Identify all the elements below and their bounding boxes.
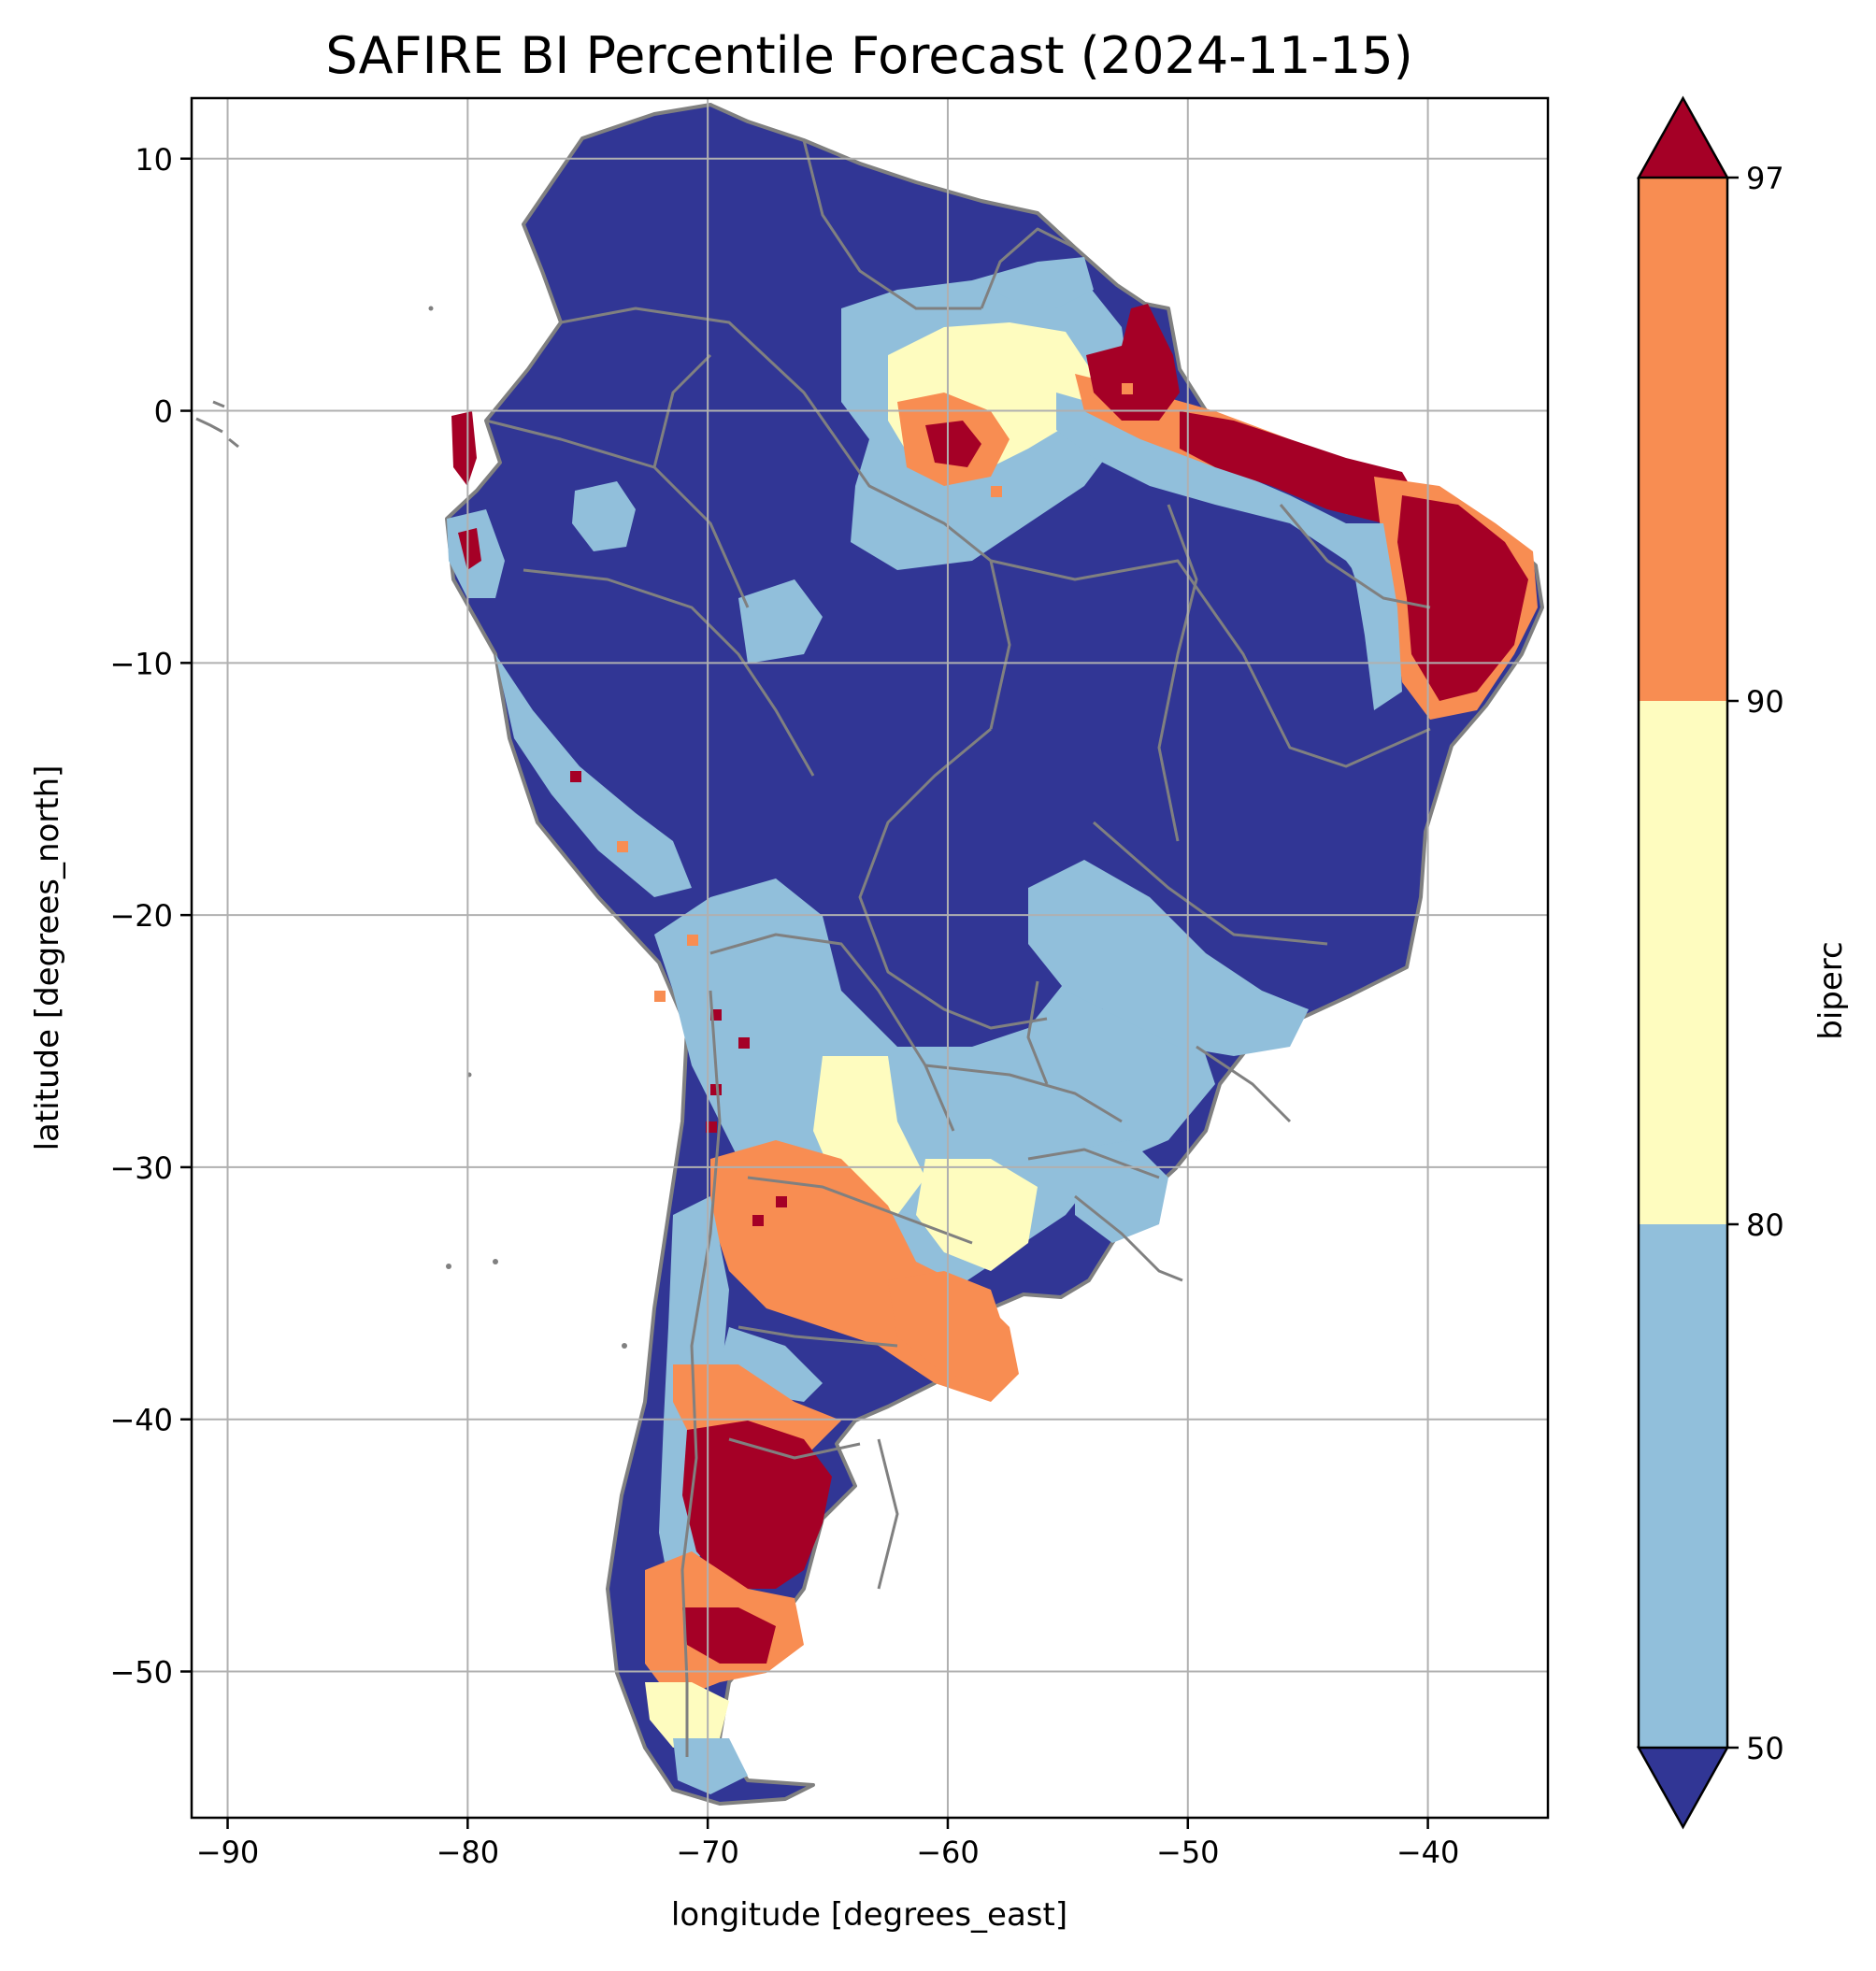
y-tick-label-3: −10	[109, 646, 173, 681]
y-tick-label-7: −50	[109, 1655, 173, 1691]
colorbar-segment-2	[1639, 701, 1727, 1224]
region-patagonia-red	[682, 1421, 832, 1589]
region-speckle-13	[991, 486, 1002, 497]
region-speckle-16	[1496, 617, 1507, 628]
region-speckle-11	[687, 935, 698, 946]
region-speckle-8	[617, 841, 628, 852]
y-tick-label-1: 10	[135, 142, 173, 178]
chart-title: SAFIRE BI Percentile Forecast (2024-11-1…	[325, 26, 1412, 85]
colorbar-tick-label-2: 80	[1746, 1207, 1784, 1243]
colorbar-extend-over	[1636, 95, 1730, 179]
x-axis-label: longitude [degrees_east]	[671, 1896, 1067, 1934]
y-tick-label-6: −40	[109, 1403, 173, 1438]
x-tick-label-6: −40	[1396, 1835, 1460, 1870]
galapagos-islands	[195, 400, 239, 449]
colorbar-segment-1	[1639, 1224, 1727, 1748]
region-buenos-aires-orange	[888, 1271, 1010, 1383]
colorbar-extend-under	[1636, 1746, 1730, 1830]
region-speckle-9	[570, 771, 581, 782]
y-tick-label-2: 0	[154, 394, 173, 430]
grid-lines	[192, 98, 1548, 1818]
plot-area	[192, 98, 1548, 1818]
region-ne-brazil-red	[1397, 495, 1528, 701]
x-tick-label-5: −50	[1156, 1835, 1220, 1870]
x-tick-label-1: −90	[196, 1835, 260, 1870]
colorbar-label: biperc	[1812, 941, 1850, 1039]
x-tick-label-4: −60	[916, 1835, 980, 1870]
axes: −90 −80 −70 −60 −50 −40 10 0 −10 −20 −30 −40 −50	[109, 142, 1459, 1870]
region-ecuador-red	[451, 411, 477, 486]
region-guiana-red	[925, 421, 981, 467]
region-speckle-14	[1122, 383, 1133, 394]
region-peru-light-blob	[572, 481, 636, 551]
region-north-coast-light	[1056, 393, 1374, 598]
region-tierra-light	[673, 1738, 748, 1794]
region-pampas-yellow	[916, 1159, 1038, 1271]
x-tick-label-3: −70	[676, 1835, 739, 1870]
region-speckle-12	[949, 449, 960, 460]
region-patagonia-red-south	[682, 1607, 776, 1664]
region-peru-coast-red	[458, 528, 481, 570]
region-speckle-10	[654, 991, 666, 1002]
region-brazil-south-light	[1028, 860, 1309, 1056]
region-para-coast-red	[1180, 411, 1421, 523]
colorbar-outline	[1637, 178, 1729, 1748]
colorbar-tick-label-1: 50	[1746, 1731, 1784, 1766]
y-tick-label-5: −30	[109, 1150, 173, 1186]
colorbar: 50 80 90 97	[1636, 95, 1784, 1830]
region-uruguay-light	[1075, 1140, 1168, 1243]
y-axis-label: latitude [degrees_north]	[29, 765, 66, 1151]
region-bolivia-light	[738, 579, 823, 664]
region-speckle-6	[752, 1215, 764, 1226]
region-speckle-7	[776, 1196, 787, 1207]
region-speckle-15	[1454, 673, 1465, 684]
region-amapa-red	[1086, 304, 1180, 421]
region-peru-coast-light	[495, 654, 692, 897]
y-tick-label-4: −20	[109, 898, 173, 934]
region-guiana-coast	[972, 257, 1094, 308]
region-speckle-4	[715, 1168, 726, 1179]
colorbar-tick-label-4: 97	[1746, 161, 1784, 196]
colorbar-segment-3	[1639, 178, 1727, 701]
colorbar-tick-label-3: 90	[1746, 684, 1784, 720]
x-tick-label-2: −80	[437, 1835, 500, 1870]
plot-frame	[190, 96, 1550, 1820]
region-speckle-5	[738, 1037, 750, 1049]
